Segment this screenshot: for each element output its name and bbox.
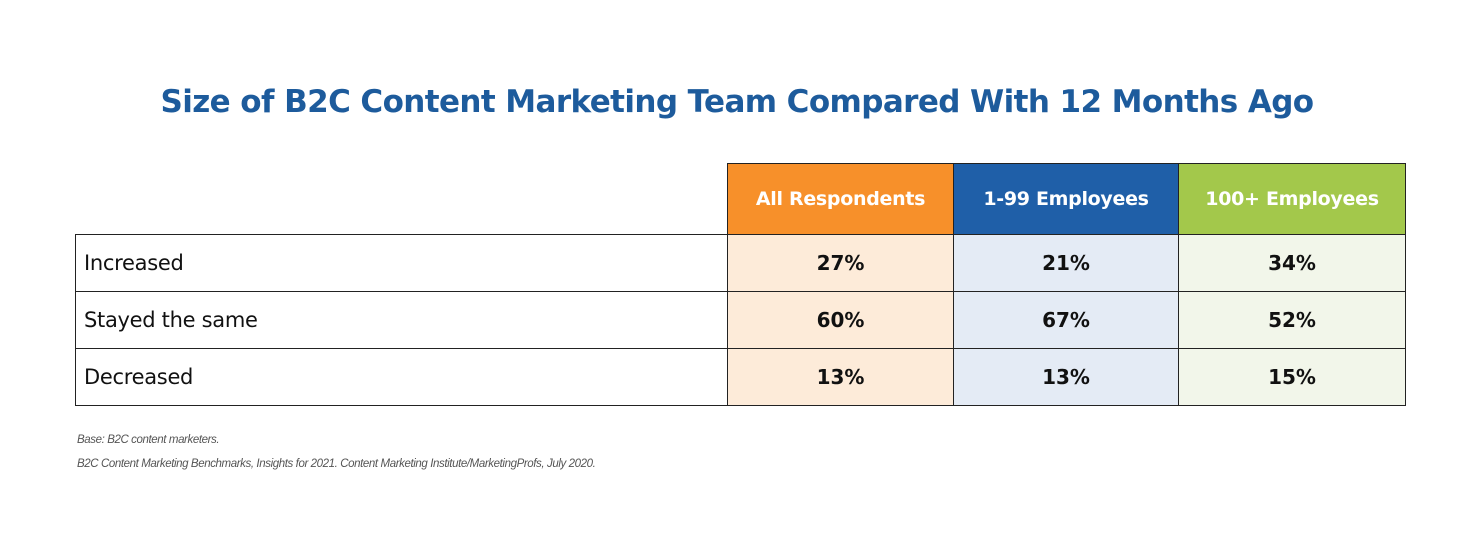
column-header-1-99-employees: 1-99 Employees — [953, 163, 1179, 235]
table-cell: 27% — [727, 234, 954, 292]
table-cell: 21% — [953, 234, 1179, 292]
row-label: Stayed the same — [75, 291, 728, 349]
header-row: All Respondents 1-99 Employees 100+ Empl… — [76, 163, 1406, 235]
table-cell: 52% — [1178, 291, 1406, 349]
row-label: Decreased — [75, 348, 728, 406]
header-blank-cell — [76, 164, 728, 235]
footnote-base: Base: B2C content marketers. — [77, 434, 220, 446]
column-header-100-plus-employees: 100+ Employees — [1178, 163, 1406, 235]
table-cell: 13% — [727, 348, 954, 406]
table-cell: 60% — [727, 291, 954, 349]
data-table: All Respondents 1-99 Employees 100+ Empl… — [75, 163, 1406, 406]
chart-title: Size of B2C Content Marketing Team Compa… — [160, 84, 1314, 120]
row-label: Increased — [75, 234, 728, 292]
table-cell: 34% — [1178, 234, 1406, 292]
table-row: Increased 27% 21% 34% — [75, 234, 1406, 292]
column-header-all-respondents: All Respondents — [727, 163, 954, 235]
table-cell: 13% — [953, 348, 1179, 406]
table-cell: 15% — [1178, 348, 1406, 406]
table-cell: 67% — [953, 291, 1179, 349]
table-row: Stayed the same 60% 67% 52% — [75, 291, 1406, 349]
footnote-source: B2C Content Marketing Benchmarks, Insigh… — [77, 458, 596, 470]
table-row: Decreased 13% 13% 15% — [75, 348, 1406, 406]
